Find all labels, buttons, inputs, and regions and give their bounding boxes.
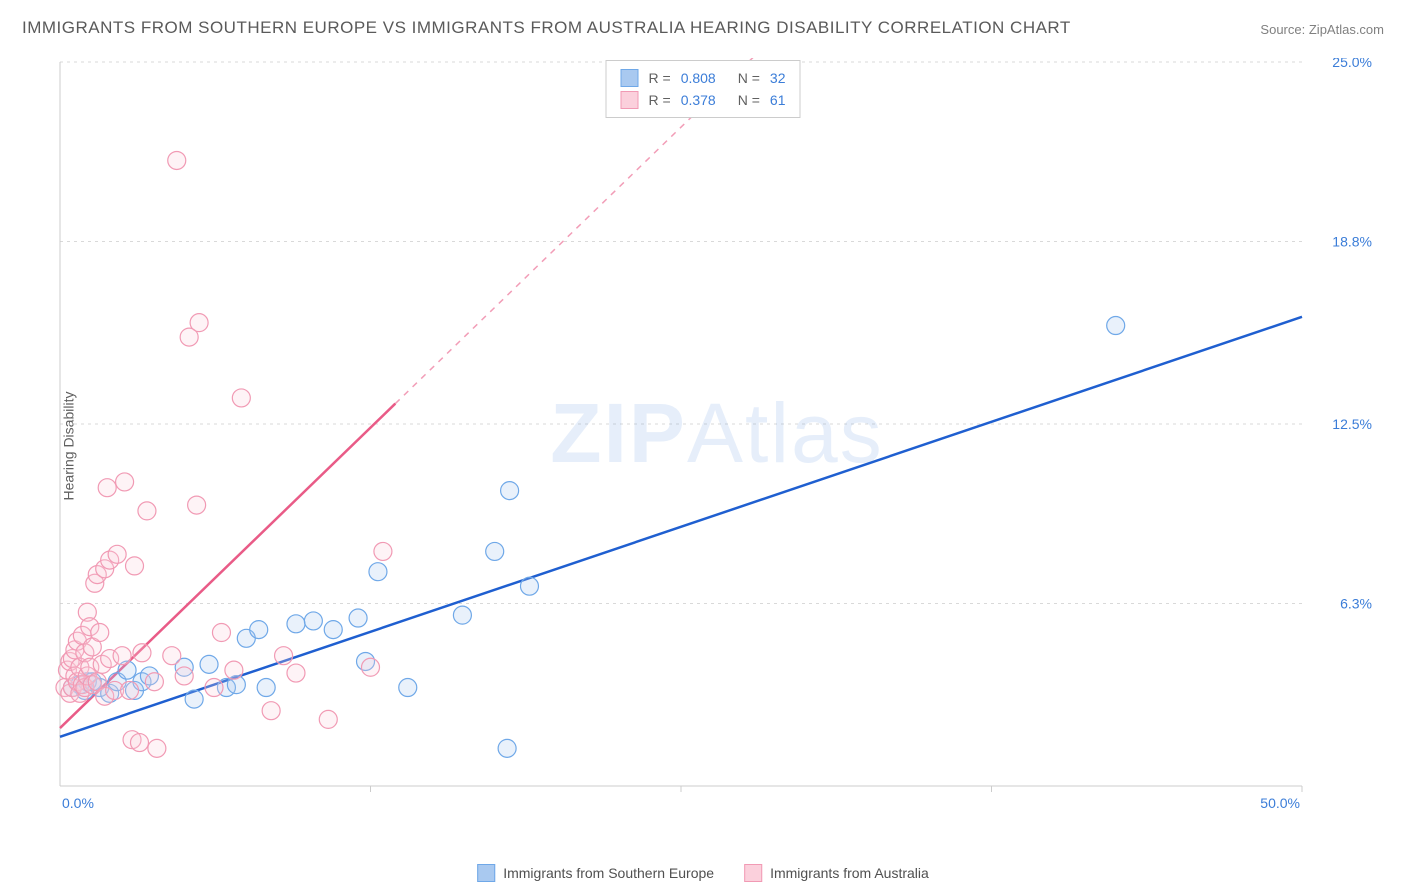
legend-swatch-pink [744, 864, 762, 882]
n-label: N = [738, 92, 760, 108]
legend-correlation: R = 0.808 N = 32 R = 0.378 N = 61 [606, 60, 801, 118]
n-label: N = [738, 70, 760, 86]
chart-title: IMMIGRANTS FROM SOUTHERN EUROPE VS IMMIG… [22, 18, 1071, 38]
legend-swatch-blue [477, 864, 495, 882]
chart-svg: 6.3% 12.5% 18.8% 25.0% 0.0% 50.0% [52, 58, 1382, 828]
n-value: 32 [770, 70, 786, 86]
svg-text:12.5%: 12.5% [1332, 416, 1372, 432]
legend-swatch-pink [621, 91, 639, 109]
legend-row-1: R = 0.808 N = 32 [621, 67, 786, 89]
svg-text:0.0%: 0.0% [62, 795, 94, 811]
source-attribution: Source: ZipAtlas.com [1260, 22, 1384, 37]
source-value: ZipAtlas.com [1309, 22, 1384, 37]
svg-text:18.8%: 18.8% [1332, 234, 1372, 250]
svg-text:6.3%: 6.3% [1340, 596, 1372, 612]
r-label: R = [649, 92, 671, 108]
source-label: Source: [1260, 22, 1305, 37]
legend-swatch-blue [621, 69, 639, 87]
chart-area: 6.3%12.5%18.8%25.0%0.0%50.0% ZIPAtlas [52, 58, 1382, 828]
legend-item-1: Immigrants from Southern Europe [477, 864, 714, 882]
legend-series: Immigrants from Southern Europe Immigran… [477, 864, 929, 882]
svg-text:25.0%: 25.0% [1332, 58, 1372, 70]
r-label: R = [649, 70, 671, 86]
svg-text:50.0%: 50.0% [1260, 795, 1300, 811]
n-value: 61 [770, 92, 786, 108]
r-value: 0.378 [681, 92, 716, 108]
legend-label: Immigrants from Australia [770, 865, 929, 881]
legend-item-2: Immigrants from Australia [744, 864, 929, 882]
legend-row-2: R = 0.378 N = 61 [621, 89, 786, 111]
legend-label: Immigrants from Southern Europe [503, 865, 714, 881]
r-value: 0.808 [681, 70, 716, 86]
